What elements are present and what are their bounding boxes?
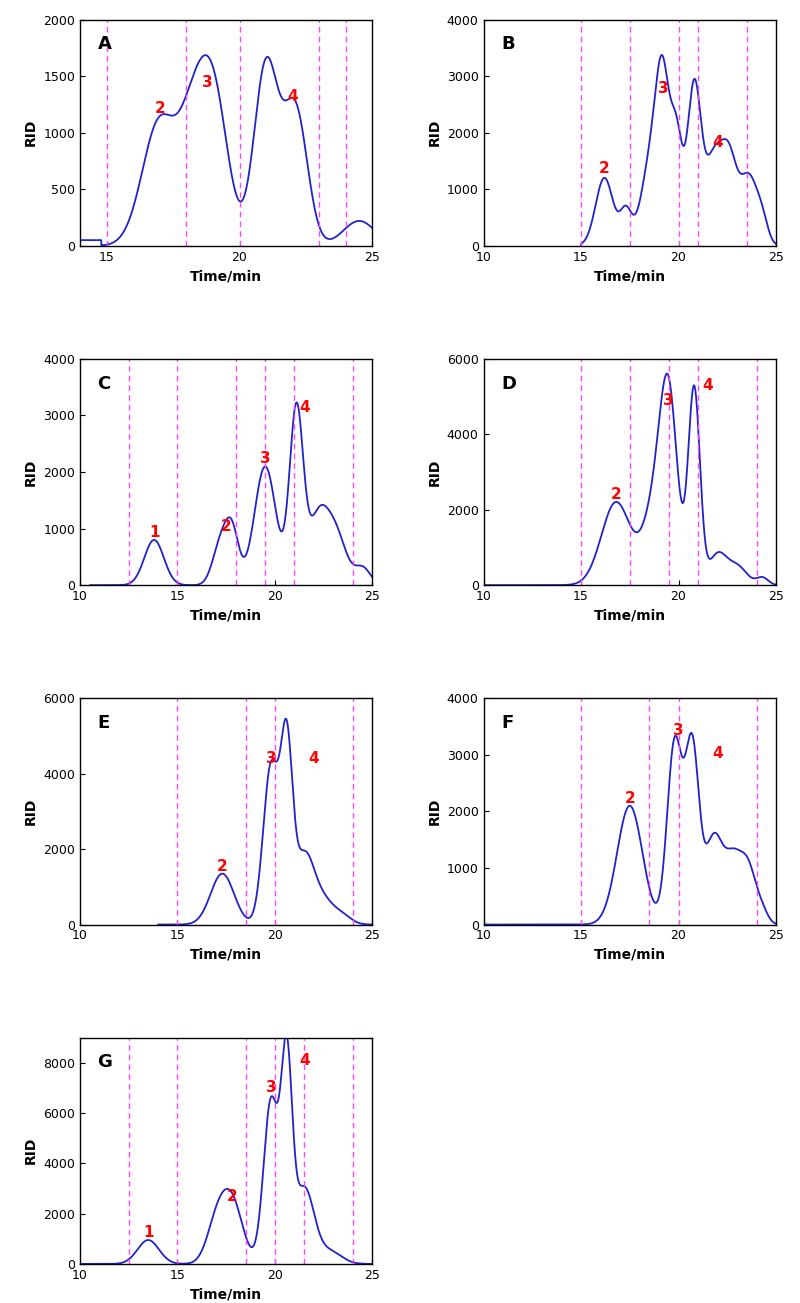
Text: 2: 2: [226, 1188, 238, 1204]
Text: 3: 3: [266, 751, 276, 766]
Text: 3: 3: [266, 1080, 276, 1096]
Text: 3: 3: [663, 394, 674, 408]
X-axis label: Time/min: Time/min: [594, 609, 666, 623]
Text: 2: 2: [217, 859, 228, 873]
Text: 4: 4: [299, 400, 310, 416]
Y-axis label: RID: RID: [24, 797, 38, 825]
Text: A: A: [98, 35, 111, 53]
Text: 1: 1: [149, 525, 159, 539]
Text: D: D: [501, 375, 516, 392]
Text: 2: 2: [599, 162, 610, 176]
Text: 2: 2: [221, 520, 231, 534]
X-axis label: Time/min: Time/min: [190, 609, 262, 623]
Text: 4: 4: [287, 90, 298, 104]
Text: C: C: [98, 375, 110, 392]
Y-axis label: RID: RID: [427, 119, 442, 146]
Text: 2: 2: [610, 487, 622, 502]
Y-axis label: RID: RID: [24, 119, 38, 146]
Text: 4: 4: [712, 745, 723, 761]
Text: 3: 3: [260, 451, 270, 466]
X-axis label: Time/min: Time/min: [190, 949, 262, 962]
Text: 1: 1: [143, 1225, 154, 1240]
Text: F: F: [501, 714, 514, 732]
Text: 4: 4: [702, 378, 713, 394]
X-axis label: Time/min: Time/min: [190, 1287, 262, 1302]
Y-axis label: RID: RID: [23, 1138, 38, 1165]
Text: 3: 3: [658, 81, 668, 96]
X-axis label: Time/min: Time/min: [190, 270, 262, 283]
Text: 4: 4: [712, 134, 723, 150]
Text: G: G: [98, 1054, 113, 1071]
Text: B: B: [501, 35, 514, 53]
Text: 2: 2: [154, 100, 165, 116]
Text: E: E: [98, 714, 110, 732]
X-axis label: Time/min: Time/min: [594, 270, 666, 283]
Text: 4: 4: [309, 751, 319, 766]
Text: 3: 3: [674, 723, 684, 737]
Y-axis label: RID: RID: [427, 459, 442, 486]
Text: 3: 3: [202, 74, 213, 90]
X-axis label: Time/min: Time/min: [594, 949, 666, 962]
Text: 4: 4: [299, 1053, 310, 1068]
Text: 2: 2: [625, 791, 635, 805]
Y-axis label: RID: RID: [427, 797, 442, 825]
Y-axis label: RID: RID: [24, 459, 38, 486]
